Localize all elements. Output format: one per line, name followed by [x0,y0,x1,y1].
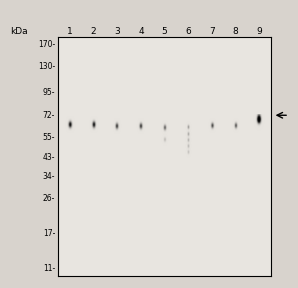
Text: 130-: 130- [38,62,55,71]
Text: 11-: 11- [43,264,55,273]
Text: 26-: 26- [43,194,55,203]
Text: 4: 4 [138,27,144,36]
Text: 170-: 170- [38,41,55,50]
Text: 5: 5 [162,27,167,36]
Text: 72-: 72- [43,111,55,120]
Text: 55-: 55- [43,133,55,142]
Text: 8: 8 [233,27,238,36]
Text: 9: 9 [257,27,262,36]
Text: 17-: 17- [43,229,55,238]
Text: 43-: 43- [43,153,55,162]
Text: 7: 7 [209,27,215,36]
Text: 95-: 95- [43,88,55,97]
Text: 2: 2 [91,27,97,36]
Text: 1: 1 [67,27,73,36]
Text: 3: 3 [114,27,120,36]
Text: 6: 6 [185,27,191,36]
Text: 34-: 34- [43,172,55,181]
Text: kDa: kDa [10,27,28,36]
